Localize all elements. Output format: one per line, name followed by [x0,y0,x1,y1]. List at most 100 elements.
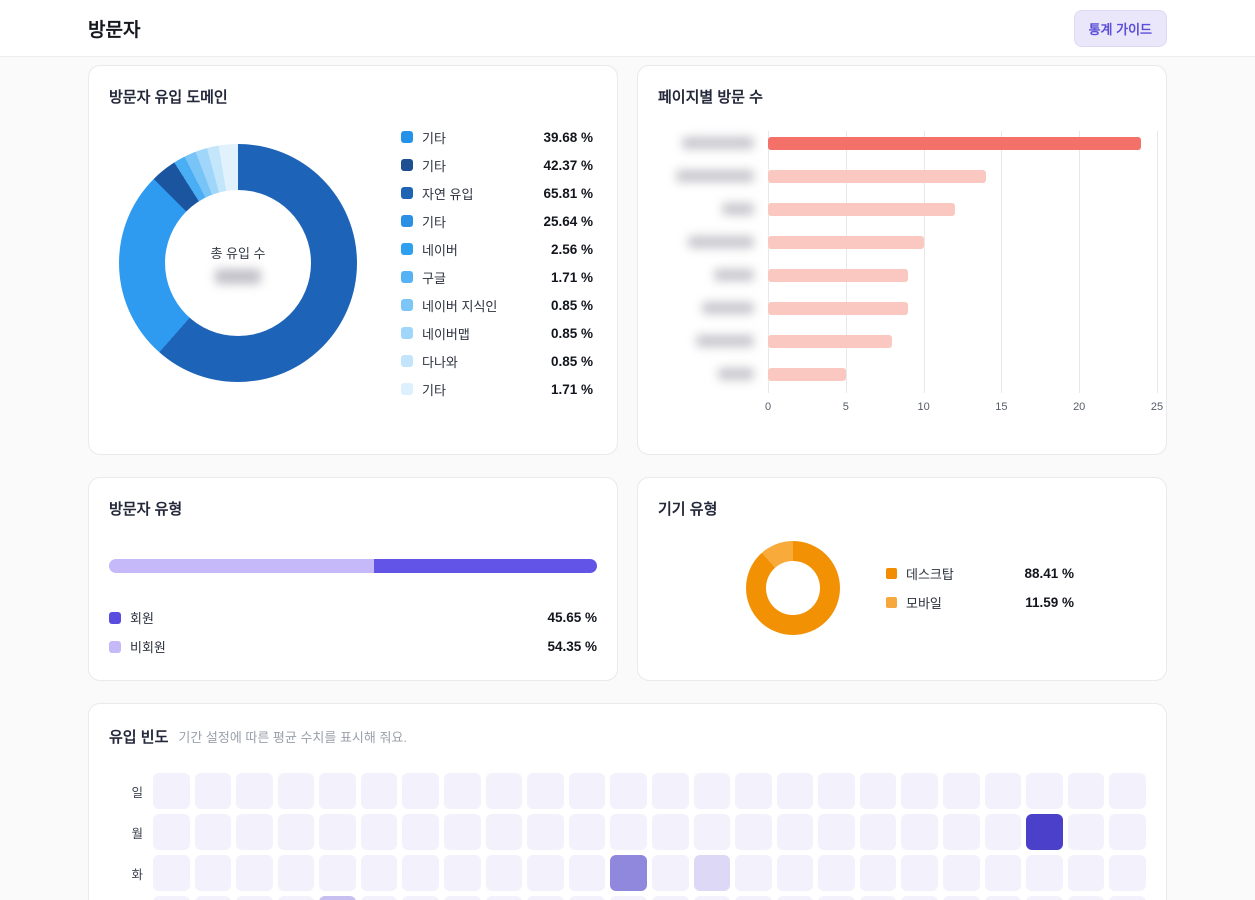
domain-donut-hole: 총 유입 수 [165,190,311,336]
legend-label: 다나와 [422,354,458,370]
device-type-legend-row: 모바일 11.59 % [886,588,1074,617]
redacted-row-label [718,368,754,380]
heatmap-cell [984,855,1022,891]
domain-legend-row: 구글 1.71 % [401,263,593,291]
axis-tick-label: 0 [764,401,772,413]
heatmap-cell [1067,855,1105,891]
axis-tick-label: 15 [995,401,1008,413]
heatmap-cell [901,855,938,891]
heatmap-cell [568,814,606,850]
heatmap-cell [1067,896,1105,900]
visit-bar [768,269,909,282]
visit-bar [768,137,1142,150]
visit-bar [768,302,909,315]
domain-legend-row: 기타 42.37 % [401,151,593,179]
device-donut-hole [766,561,820,615]
page-visits-card: 페이지별 방문 수 0 5 10 15 20 25 [637,65,1167,455]
heatmap-cell [776,896,814,900]
domain-card-body: 총 유입 수 기타 39.68 % 기타 42.37 % 자연 유입 65.81 % 기타 2… [109,107,597,403]
legend-swatch [401,131,413,143]
visitor-type-legend-row: 회원 45.65 % [109,603,597,632]
heatmap-cell [1026,896,1063,900]
legend-swatch [109,640,121,653]
heatmap-cell [485,896,523,900]
legend-swatch [401,355,413,367]
legend-label: 기타 [422,130,446,146]
heatmap-cell [1109,814,1146,850]
visitor-type-card-title: 방문자 유형 [109,501,183,518]
heatmap-cell [402,855,440,891]
legend-swatch [401,327,413,339]
page-visits-chart: 0 5 10 15 20 25 [658,131,1163,431]
legend-label: 데스크탑 [906,567,954,582]
device-type-legend-row: 데스크탑 88.41 % [886,559,1074,588]
cards-row-1: 방문자 유입 도메인 총 유입 수 기타 39.68 % 기타 42.37 % 자연 유… [88,65,1167,455]
heatmap-cell [610,855,647,891]
heatmap-cell [360,896,398,900]
device-type-body: 데스크탑 88.41 % 모바일 11.59 % [658,541,1146,635]
stats-guide-button[interactable]: 통계 가이드 [1073,9,1167,47]
heatmap-cell [1109,855,1146,891]
frequency-card-head: 유입 빈도 기간 설정에 따른 평균 수치를 표시해 줘요. [109,724,1146,747]
visit-bar [768,203,955,216]
heatmap-cell [1026,855,1063,891]
heatmap-cell [942,773,980,809]
redacted-row-label [702,302,754,314]
heatmap-cell [485,773,523,809]
heatmap-row-cells [153,814,1146,850]
device-type-card-title: 기기 유형 [658,501,718,518]
heatmap-cell [527,814,564,850]
domain-legend-row: 네이버 지식인 0.85 % [401,291,593,319]
heatmap-cell [236,855,273,891]
main-content: 방문자 유입 도메인 총 유입 수 기타 39.68 % 기타 42.37 % 자연 유… [0,57,1255,900]
domain-legend-row: 네이버 2.56 % [401,235,593,263]
visit-bar [768,236,924,249]
heatmap-cell [444,773,481,809]
heatmap-cell [818,773,855,809]
legend-value: 0.85 % [550,353,593,369]
domain-card: 방문자 유입 도메인 총 유입 수 기타 39.68 % 기타 42.37 % 자연 유… [88,65,618,455]
legend-label: 비회원 [130,640,166,655]
heatmap-cell [402,896,440,900]
redacted-row-label [722,203,754,215]
redacted-row-label [682,137,754,149]
heatmap-cell [1067,814,1105,850]
heatmap-cell [360,814,398,850]
heatmap-cell [735,896,772,900]
heatmap-cell [942,855,980,891]
heatmap-cell [319,896,356,900]
heatmap-cell [693,773,731,809]
domain-donut-chart: 총 유입 수 [119,144,357,382]
heatmap-cell [818,814,855,850]
heatmap-row [109,896,1146,900]
device-donut-chart [746,541,840,635]
axis-gridline [768,131,769,393]
legend-label: 모바일 [906,596,942,611]
heatmap-cell [277,855,315,891]
visit-bar [768,170,986,183]
legend-value: 54.35 % [547,639,597,654]
heatmap-cell [194,855,232,891]
heatmap-cell [693,855,731,891]
cards-row-2: 방문자 유형 회원 45.65 % 비회원 54.35 % 기기 유형 데스크탑 88.… [88,477,1167,681]
legend-swatch [886,597,897,608]
heatmap-cell [818,855,855,891]
heatmap-cell [735,855,772,891]
legend-label: 회원 [130,611,154,626]
heatmap-cell [942,814,980,850]
heatmap-cell [527,896,564,900]
legend-label: 기타 [422,382,446,398]
heatmap-row-cells [153,896,1146,900]
heatmap-cell [901,814,938,850]
domain-legend: 기타 39.68 % 기타 42.37 % 자연 유입 65.81 % 기타 25.64 % 네… [401,123,593,403]
visitor-type-legend-row: 비회원 54.35 % [109,632,597,661]
heatmap-cell [236,814,273,850]
domain-legend-row: 기타 25.64 % [401,207,593,235]
heatmap-cell [194,896,232,900]
heatmap-cell [444,814,481,850]
legend-swatch [401,299,413,311]
heatmap-cell [859,773,897,809]
legend-label: 구글 [422,270,446,286]
heatmap-cell [485,855,523,891]
